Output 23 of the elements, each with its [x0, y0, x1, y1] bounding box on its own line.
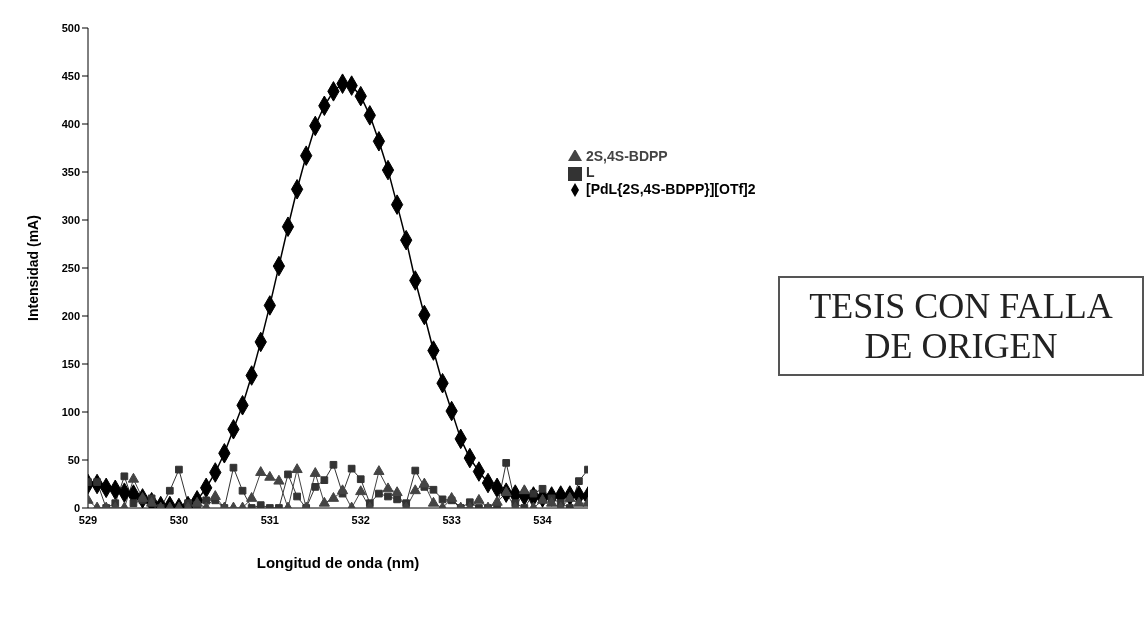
legend-label: [PdL{2S,4S-BDPP}][OTf]2 — [586, 180, 756, 197]
y-tick-label: 0 — [73, 501, 80, 514]
x-tick-label: 533 — [442, 513, 461, 526]
x-tick-label: 529 — [78, 513, 98, 526]
x-tick-label: 530 — [169, 513, 189, 526]
x-tick-label: 534 — [533, 513, 553, 526]
text: TESIS CON FALLA DE ORIGEN — [778, 276, 1144, 376]
y-tick-label: 450 — [61, 69, 80, 82]
y-tick-label: 250 — [61, 261, 80, 274]
legend-label: 2S,4S-BDPP — [586, 148, 668, 164]
y-axis-title: Intensidad (mA) — [24, 215, 41, 321]
y-tick-label: 400 — [61, 117, 80, 130]
x-tick-label: 531 — [260, 513, 279, 526]
y-tick-label: 150 — [61, 357, 80, 370]
y-tick-label: 500 — [61, 21, 80, 34]
y-tick-label: 100 — [61, 405, 80, 418]
x-tick-label: 532 — [351, 513, 370, 526]
y-tick-label: 200 — [61, 309, 80, 322]
y-tick-label: 350 — [61, 165, 80, 178]
legend-label: L — [586, 164, 595, 181]
y-tick-label: 300 — [61, 213, 80, 226]
x-axis-title: Longitud de onda (nm) — [256, 554, 420, 571]
y-tick-label: 50 — [67, 453, 80, 466]
